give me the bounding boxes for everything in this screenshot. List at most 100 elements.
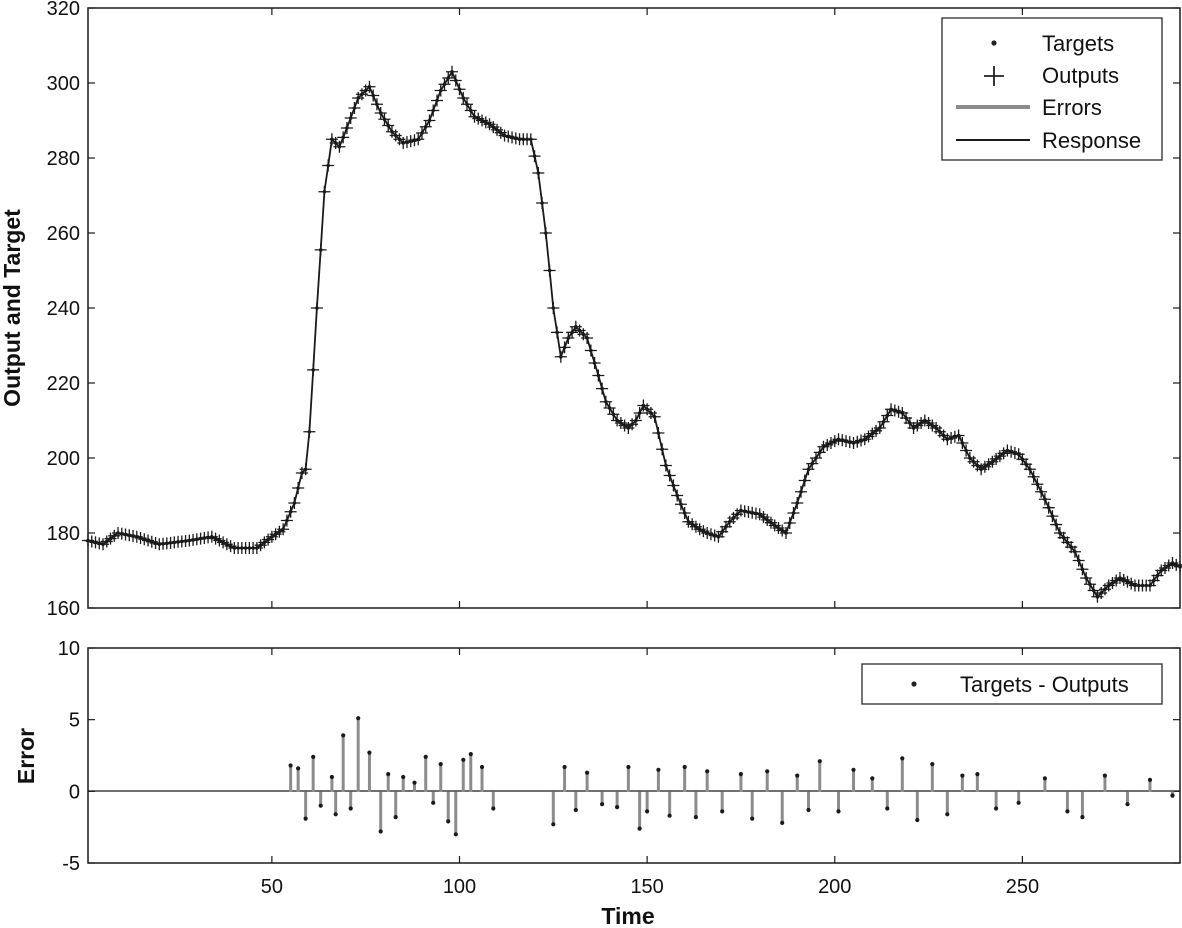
- bottom-ytick-labels: -5 0 5 10: [58, 638, 80, 875]
- target-marker: [375, 102, 379, 107]
- target-marker: [885, 413, 890, 418]
- top-legend-box: [941, 17, 1163, 161]
- target-marker: [341, 135, 346, 140]
- target-marker: [787, 521, 792, 525]
- target-marker: [765, 518, 769, 522]
- target-marker: [795, 501, 799, 505]
- error-marker: [296, 766, 301, 771]
- target-marker: [442, 82, 447, 86]
- target-marker: [971, 460, 976, 464]
- error-marker: [333, 812, 338, 817]
- target-marker: [337, 145, 342, 149]
- target-marker: [311, 368, 316, 372]
- target-marker: [806, 467, 811, 472]
- target-marker: [1050, 514, 1055, 518]
- target-marker: [1125, 580, 1130, 584]
- target-marker: [1001, 451, 1006, 456]
- error-marker: [1147, 777, 1153, 783]
- error-marker: [412, 780, 417, 785]
- target-marker: [555, 330, 559, 335]
- error-marker: [705, 769, 710, 774]
- target-marker: [423, 125, 428, 129]
- top-y-axis-label: Output and Target: [0, 209, 25, 407]
- top-y-tick-label: 200: [47, 448, 80, 470]
- target-marker: [217, 538, 222, 543]
- target-marker: [881, 420, 886, 424]
- error-marker: [667, 813, 672, 818]
- target-marker: [210, 535, 214, 539]
- target-marker: [998, 454, 1002, 458]
- target-marker: [908, 421, 912, 425]
- target-marker: [566, 336, 571, 340]
- target-marker: [637, 411, 642, 415]
- target-marker: [600, 386, 604, 391]
- target-marker: [904, 416, 908, 420]
- target-marker: [761, 515, 766, 519]
- target-marker: [352, 106, 357, 110]
- target-marker: [1118, 576, 1122, 580]
- error-marker: [615, 805, 620, 810]
- error-marker: [960, 773, 965, 778]
- error-marker: [348, 806, 353, 811]
- target-marker: [611, 412, 616, 417]
- target-marker: [1163, 566, 1167, 570]
- error-marker: [356, 716, 361, 721]
- x-axis-label: Time: [601, 903, 654, 928]
- target-marker: [450, 70, 454, 74]
- target-marker: [915, 423, 920, 428]
- target-marker: [679, 502, 683, 507]
- error-marker: [900, 756, 905, 761]
- target-marker: [315, 306, 319, 310]
- top-legend: Targets Outputs Errors Response: [941, 17, 1163, 161]
- target-marker: [1069, 545, 1073, 549]
- target-marker: [776, 526, 781, 530]
- target-marker: [318, 248, 323, 252]
- target-marker: [386, 123, 391, 128]
- target-marker: [667, 473, 672, 478]
- target-marker: [303, 467, 308, 472]
- target-marker: [465, 102, 469, 107]
- bottom-y-tick-label: 10: [58, 638, 80, 660]
- legend-entry-targets: Targets: [1042, 31, 1114, 56]
- error-marker: [637, 826, 642, 831]
- target-marker: [986, 462, 991, 467]
- target-marker: [645, 407, 649, 412]
- error-marker: [795, 773, 800, 778]
- target-marker: [923, 418, 927, 423]
- error-marker: [915, 817, 920, 823]
- target-marker: [863, 437, 867, 442]
- target-marker: [281, 527, 285, 532]
- error-marker: [341, 733, 346, 738]
- target-marker: [221, 540, 225, 545]
- error-marker: [645, 809, 650, 814]
- error-marker: [491, 806, 496, 811]
- error-marker: [693, 815, 699, 820]
- target-marker: [780, 528, 784, 533]
- target-marker: [333, 141, 338, 145]
- error-marker: [930, 762, 935, 767]
- target-marker: [1054, 522, 1058, 527]
- target-marker: [532, 154, 537, 158]
- target-marker: [1121, 578, 1126, 582]
- target-marker: [1061, 535, 1066, 540]
- error-marker: [870, 776, 875, 781]
- target-marker: [1031, 475, 1036, 479]
- target-marker: [544, 231, 548, 235]
- target-marker: [694, 525, 698, 529]
- target-marker: [300, 471, 304, 475]
- target-marker: [322, 190, 327, 194]
- error-marker: [329, 774, 334, 780]
- target-marker: [641, 403, 646, 408]
- target-marker: [1016, 452, 1021, 457]
- target-marker: [716, 535, 721, 539]
- error-marker: [885, 806, 890, 811]
- target-marker: [378, 111, 383, 115]
- error-marker: [1080, 815, 1085, 820]
- target-marker: [919, 421, 923, 425]
- error-marker: [765, 769, 770, 774]
- error-marker: [386, 772, 391, 777]
- target-marker: [941, 433, 946, 438]
- target-marker: [802, 478, 807, 483]
- target-marker: [1035, 482, 1040, 487]
